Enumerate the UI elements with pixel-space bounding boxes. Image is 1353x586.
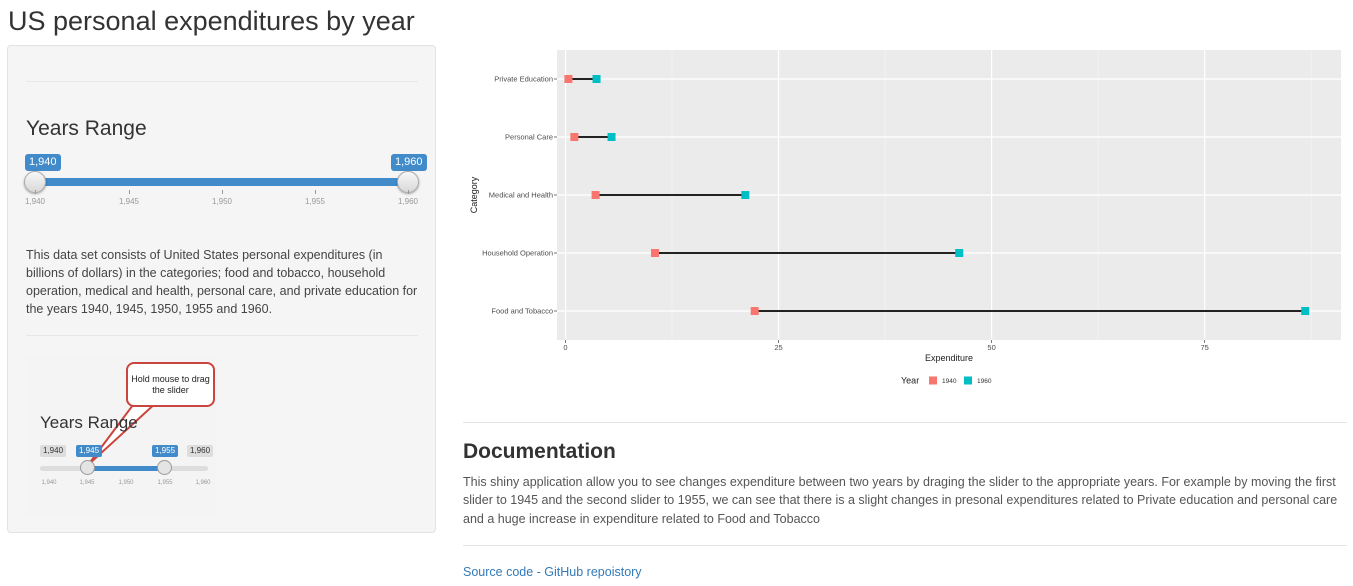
data-point-1960 [1301,307,1310,315]
help-slider-handle-from [80,460,95,475]
help-tick-label: 1,960 [195,480,211,486]
divider [463,422,1347,423]
help-from-badge: 1,945 [76,445,103,457]
slider-tick [222,190,223,194]
data-point-1960 [741,191,750,199]
slider-to-badge: 1,960 [391,154,427,171]
help-tick-label: 1,950 [118,480,134,486]
data-point-1960 [592,75,601,83]
legend-label-1960: 1960 [977,378,992,385]
years-range-label: Years Range [26,117,147,140]
data-point-1940 [591,191,600,199]
help-min-badge: 1,940 [40,445,67,457]
y-tick-label: Medical and Health [489,191,553,200]
slider-tick [129,190,130,194]
slider-from-badge: 1,940 [25,154,61,171]
slider-tick-label: 1,960 [397,197,419,206]
divider [463,545,1347,546]
x-tick-label: 75 [1200,343,1208,352]
x-tick-label: 25 [774,343,782,352]
years-range-slider[interactable]: 1,940 1,960 1,940 1,945 1,950 1,955 1,96… [24,154,427,206]
y-tick-label: Household Operation [482,249,553,258]
divider [26,81,418,82]
data-point-1960 [955,249,964,257]
x-axis-title: Expenditure [925,353,973,363]
data-point-1960 [607,133,616,141]
data-point-1940 [564,75,573,83]
slider-tick [315,190,316,194]
legend-title: Year [901,376,919,386]
help-tick-label: 1,955 [157,480,173,486]
slider-tick [35,190,36,194]
y-tick-label: Private Education [494,75,553,84]
x-tick-label: 50 [987,343,995,352]
divider [26,335,418,336]
y-tick-label: Personal Care [505,133,553,142]
slider-tick-label: 1,940 [24,197,46,206]
documentation-text: This shiny application allow you to see … [463,475,1338,526]
sidebar-panel: Years Range 1,940 1,960 1,940 1,945 1,95… [7,45,436,533]
help-years-range-label: Years Range [40,413,138,432]
y-tick-label: Food and Tobacco [491,307,553,316]
data-point-1940 [570,133,579,141]
x-tick-label: 0 [563,343,567,352]
slider-selected-range [35,178,408,186]
slider-tick-label: 1,950 [211,197,233,206]
help-slider-handle-to [157,460,172,475]
help-to-badge: 1,955 [152,445,179,457]
legend-label-1940: 1940 [942,378,957,385]
expenditure-dumbbell-chart: 0 25 50 75 Private Education Personal Care Med… [469,50,1341,386]
help-max-badge: 1,960 [187,445,214,457]
slider-help-image: Hold mouse to drag the slider Years Rang… [26,357,216,515]
page-title: US personal expenditures by year [8,6,415,36]
help-tick-label: 1,945 [79,480,95,486]
drag-hint-callout: Hold mouse to drag the slider [126,362,215,407]
dataset-description: This data set consists of United States … [26,248,418,316]
slider-tick-label: 1,945 [118,197,140,206]
slider-tick [408,190,409,194]
help-slider-selected-range [87,466,165,471]
help-tick-label: 1,940 [41,480,57,486]
slider-tick-label: 1,955 [304,197,326,206]
y-axis-title: Category [469,176,479,213]
data-point-1940 [651,249,659,257]
source-code-link[interactable]: Source code - GitHub repoistory [463,565,642,579]
legend-swatch-1960 [964,376,972,385]
data-point-1940 [750,307,759,315]
documentation-heading: Documentation [463,440,616,463]
legend-swatch-1940 [929,376,937,385]
